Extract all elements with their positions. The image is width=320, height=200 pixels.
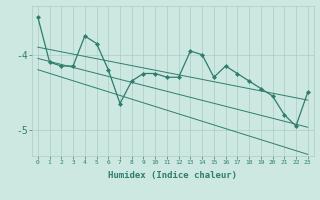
X-axis label: Humidex (Indice chaleur): Humidex (Indice chaleur) [108, 171, 237, 180]
